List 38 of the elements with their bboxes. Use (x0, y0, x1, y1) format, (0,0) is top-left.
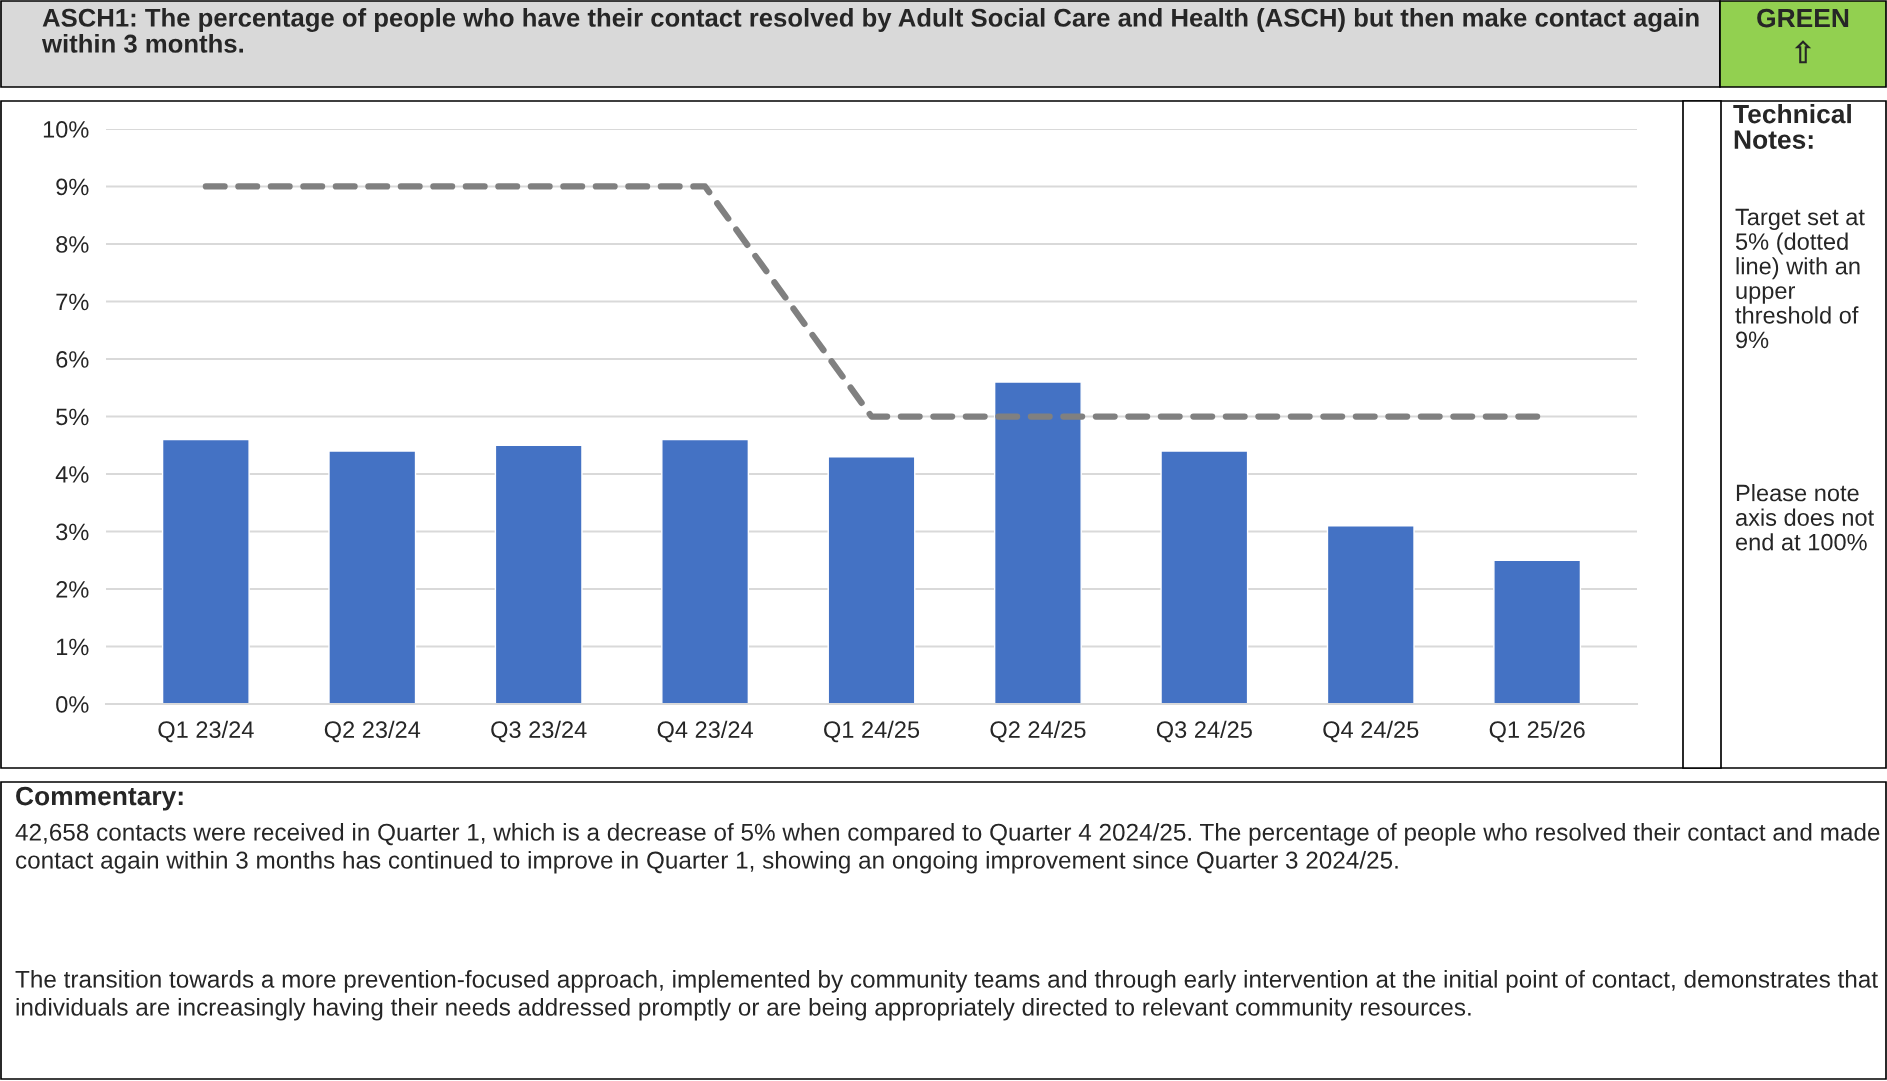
y-tick-label: 7% (56, 293, 89, 311)
y-tick-label: 5% (56, 408, 89, 426)
text: 42,658 contacts were received in Quarter 1, which is a decrease of 5% when compared to Quarter 4 2024/25. The percentage of people who resolved their contact and made contact again within 3 months has continued to improve in Quarter 1, showing an ongoing improvement since Quarter 3 2024/25. (15, 823, 1880, 874)
text: Target set at 5% (dotted line) with an upper threshold of 9% (1735, 208, 1865, 349)
x-tick-label: Q3 23/24 (491, 720, 587, 743)
x-tick-label: Q1 25/26 (1489, 720, 1585, 743)
x-tick-label: Q1 24/25 (824, 720, 920, 743)
text: ⇧ (1794, 40, 1812, 64)
y-tick-label: 4% (55, 466, 89, 483)
text: Please note axis does not end at 100% (1736, 484, 1874, 551)
x-tick-label: Q4 23/24 (657, 720, 753, 743)
y-tick-label: 8% (56, 236, 89, 253)
y-tick-label: 6% (56, 351, 89, 368)
y-tick-label: 2% (56, 581, 89, 598)
x-tick-label: Q4 24/25 (1323, 720, 1419, 743)
text: The transition towards a more prevention-focused approach, implemented by community teams and through early intervention at the initial point of contact, demonstrates that individuals are increasingly having their needs addressed promptly or are being appropriately directed to relevant community resources. (15, 970, 1878, 1021)
bar (1493, 559, 1582, 704)
y-tick-label: 1% (57, 638, 89, 656)
y-tick-label: 0% (56, 696, 89, 713)
y-tick-label: 10% (43, 121, 89, 138)
bar (1160, 450, 1249, 704)
bar (661, 438, 750, 704)
x-tick-label: Q2 23/24 (324, 720, 421, 743)
text: Commentary: (16, 786, 183, 811)
bar (328, 450, 417, 704)
y-tick-label: 9% (56, 178, 89, 196)
text: Technical Notes: (1733, 104, 1851, 149)
bar (993, 381, 1082, 704)
bar (161, 438, 250, 704)
x-tick-label: Q2 24/25 (990, 720, 1086, 743)
chart-title: ASCH1: The percentage of people who have their contact resolved by Adult Social Care and Health (ASCH) but then make contact again within 3 months. (41, 8, 1699, 53)
bar (494, 444, 583, 704)
bar (827, 456, 916, 704)
y-tick-label: 3% (56, 523, 89, 541)
bar (1326, 525, 1415, 704)
x-tick-label: Q1 23/24 (158, 720, 254, 743)
text: GREEN (1757, 8, 1849, 28)
x-tick-label: Q3 24/25 (1156, 720, 1252, 743)
